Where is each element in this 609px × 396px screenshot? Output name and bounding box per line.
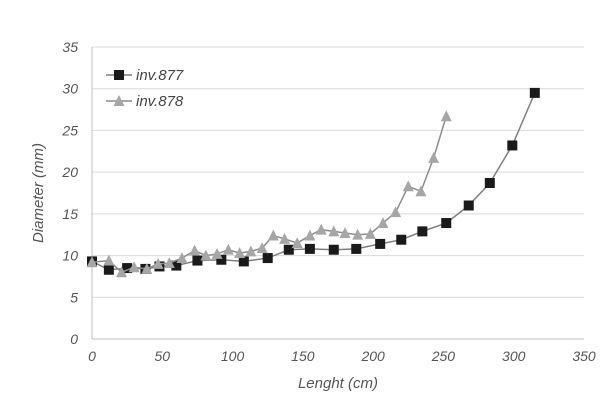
data-point-inv.878 (176, 252, 188, 264)
y-tick-label: 10 (62, 248, 78, 264)
data-point-inv.878 (211, 247, 223, 259)
data-point-inv.878 (390, 206, 402, 218)
x-tick-label: 350 (572, 348, 596, 364)
data-point-inv.878 (141, 262, 153, 274)
data-point-inv.877 (484, 177, 495, 188)
data-point-inv.878 (128, 261, 140, 273)
y-tick-label: 20 (61, 164, 78, 180)
data-point-inv.878 (291, 237, 303, 249)
gridlines (92, 46, 584, 298)
x-tick-label: 50 (154, 348, 170, 364)
legend-marker-inv.878 (113, 95, 125, 106)
plot-area (86, 87, 540, 278)
data-point-inv.878 (222, 243, 234, 255)
data-point-inv.877 (192, 255, 203, 266)
legend-label: inv.877 (136, 67, 184, 84)
data-point-inv.877 (441, 218, 452, 229)
data-point-inv.878 (279, 232, 291, 244)
x-tick-label: 300 (502, 348, 526, 364)
data-point-inv.877 (103, 264, 114, 275)
data-point-inv.878 (103, 254, 115, 266)
data-point-inv.877 (507, 140, 518, 151)
data-point-inv.877 (122, 263, 133, 274)
series-line-inv.878 (91, 116, 447, 274)
data-point-inv.877 (216, 254, 227, 265)
data-point-inv.878 (352, 228, 364, 240)
data-point-inv.877 (304, 243, 315, 254)
data-point-inv.878 (189, 244, 201, 256)
y-tick-label: 25 (61, 122, 78, 138)
y-axis-title: Diameter (mm) (30, 143, 47, 243)
data-point-inv.878 (428, 152, 440, 163)
data-point-inv.877 (283, 244, 294, 255)
data-point-inv.878 (200, 249, 212, 261)
data-point-inv.878 (86, 256, 98, 268)
y-tick-label: 15 (62, 206, 78, 222)
y-tick-label: 5 (70, 289, 78, 305)
x-tick-label: 0 (88, 348, 96, 364)
data-point-inv.878 (377, 217, 389, 228)
legend-marker-inv.877 (114, 70, 124, 80)
data-point-inv.878 (267, 229, 279, 241)
data-point-inv.877 (463, 200, 474, 211)
data-point-inv.877 (238, 256, 249, 267)
data-point-inv.877 (375, 238, 386, 249)
data-point-inv.878 (245, 245, 257, 257)
data-point-inv.878 (256, 242, 268, 254)
y-tick-label: 35 (62, 39, 78, 55)
x-tick-label: 250 (431, 348, 456, 364)
x-tick-label: 150 (291, 348, 315, 364)
data-point-inv.877 (417, 226, 428, 237)
data-point-inv.878 (402, 180, 414, 192)
x-tick-label: 200 (360, 348, 385, 364)
data-point-inv.878 (234, 247, 246, 259)
data-point-inv.877 (262, 253, 273, 264)
data-point-inv.878 (328, 225, 340, 237)
legend-label: inv.878 (136, 93, 184, 110)
data-point-inv.878 (163, 257, 175, 269)
data-point-inv.878 (116, 266, 128, 278)
data-point-inv.878 (364, 227, 376, 239)
y-tick-label: 0 (70, 331, 78, 347)
data-point-inv.878 (415, 185, 427, 197)
data-point-inv.878 (152, 257, 164, 269)
x-tick-label: 100 (221, 348, 245, 364)
data-point-inv.878 (339, 227, 351, 238)
data-point-inv.877 (171, 260, 182, 271)
x-axis-title: Lenght (cm) (298, 375, 378, 392)
data-point-inv.877 (396, 234, 407, 245)
data-point-inv.877 (529, 87, 540, 98)
data-point-inv.877 (328, 244, 339, 255)
data-point-inv.878 (315, 223, 327, 235)
data-point-inv.878 (304, 229, 316, 241)
data-point-inv.878 (440, 110, 452, 122)
legend: inv.877 inv.878 (106, 67, 184, 110)
data-point-inv.877 (351, 243, 362, 254)
y-tick-label: 30 (62, 81, 78, 97)
series-line-inv.877 (91, 92, 536, 271)
